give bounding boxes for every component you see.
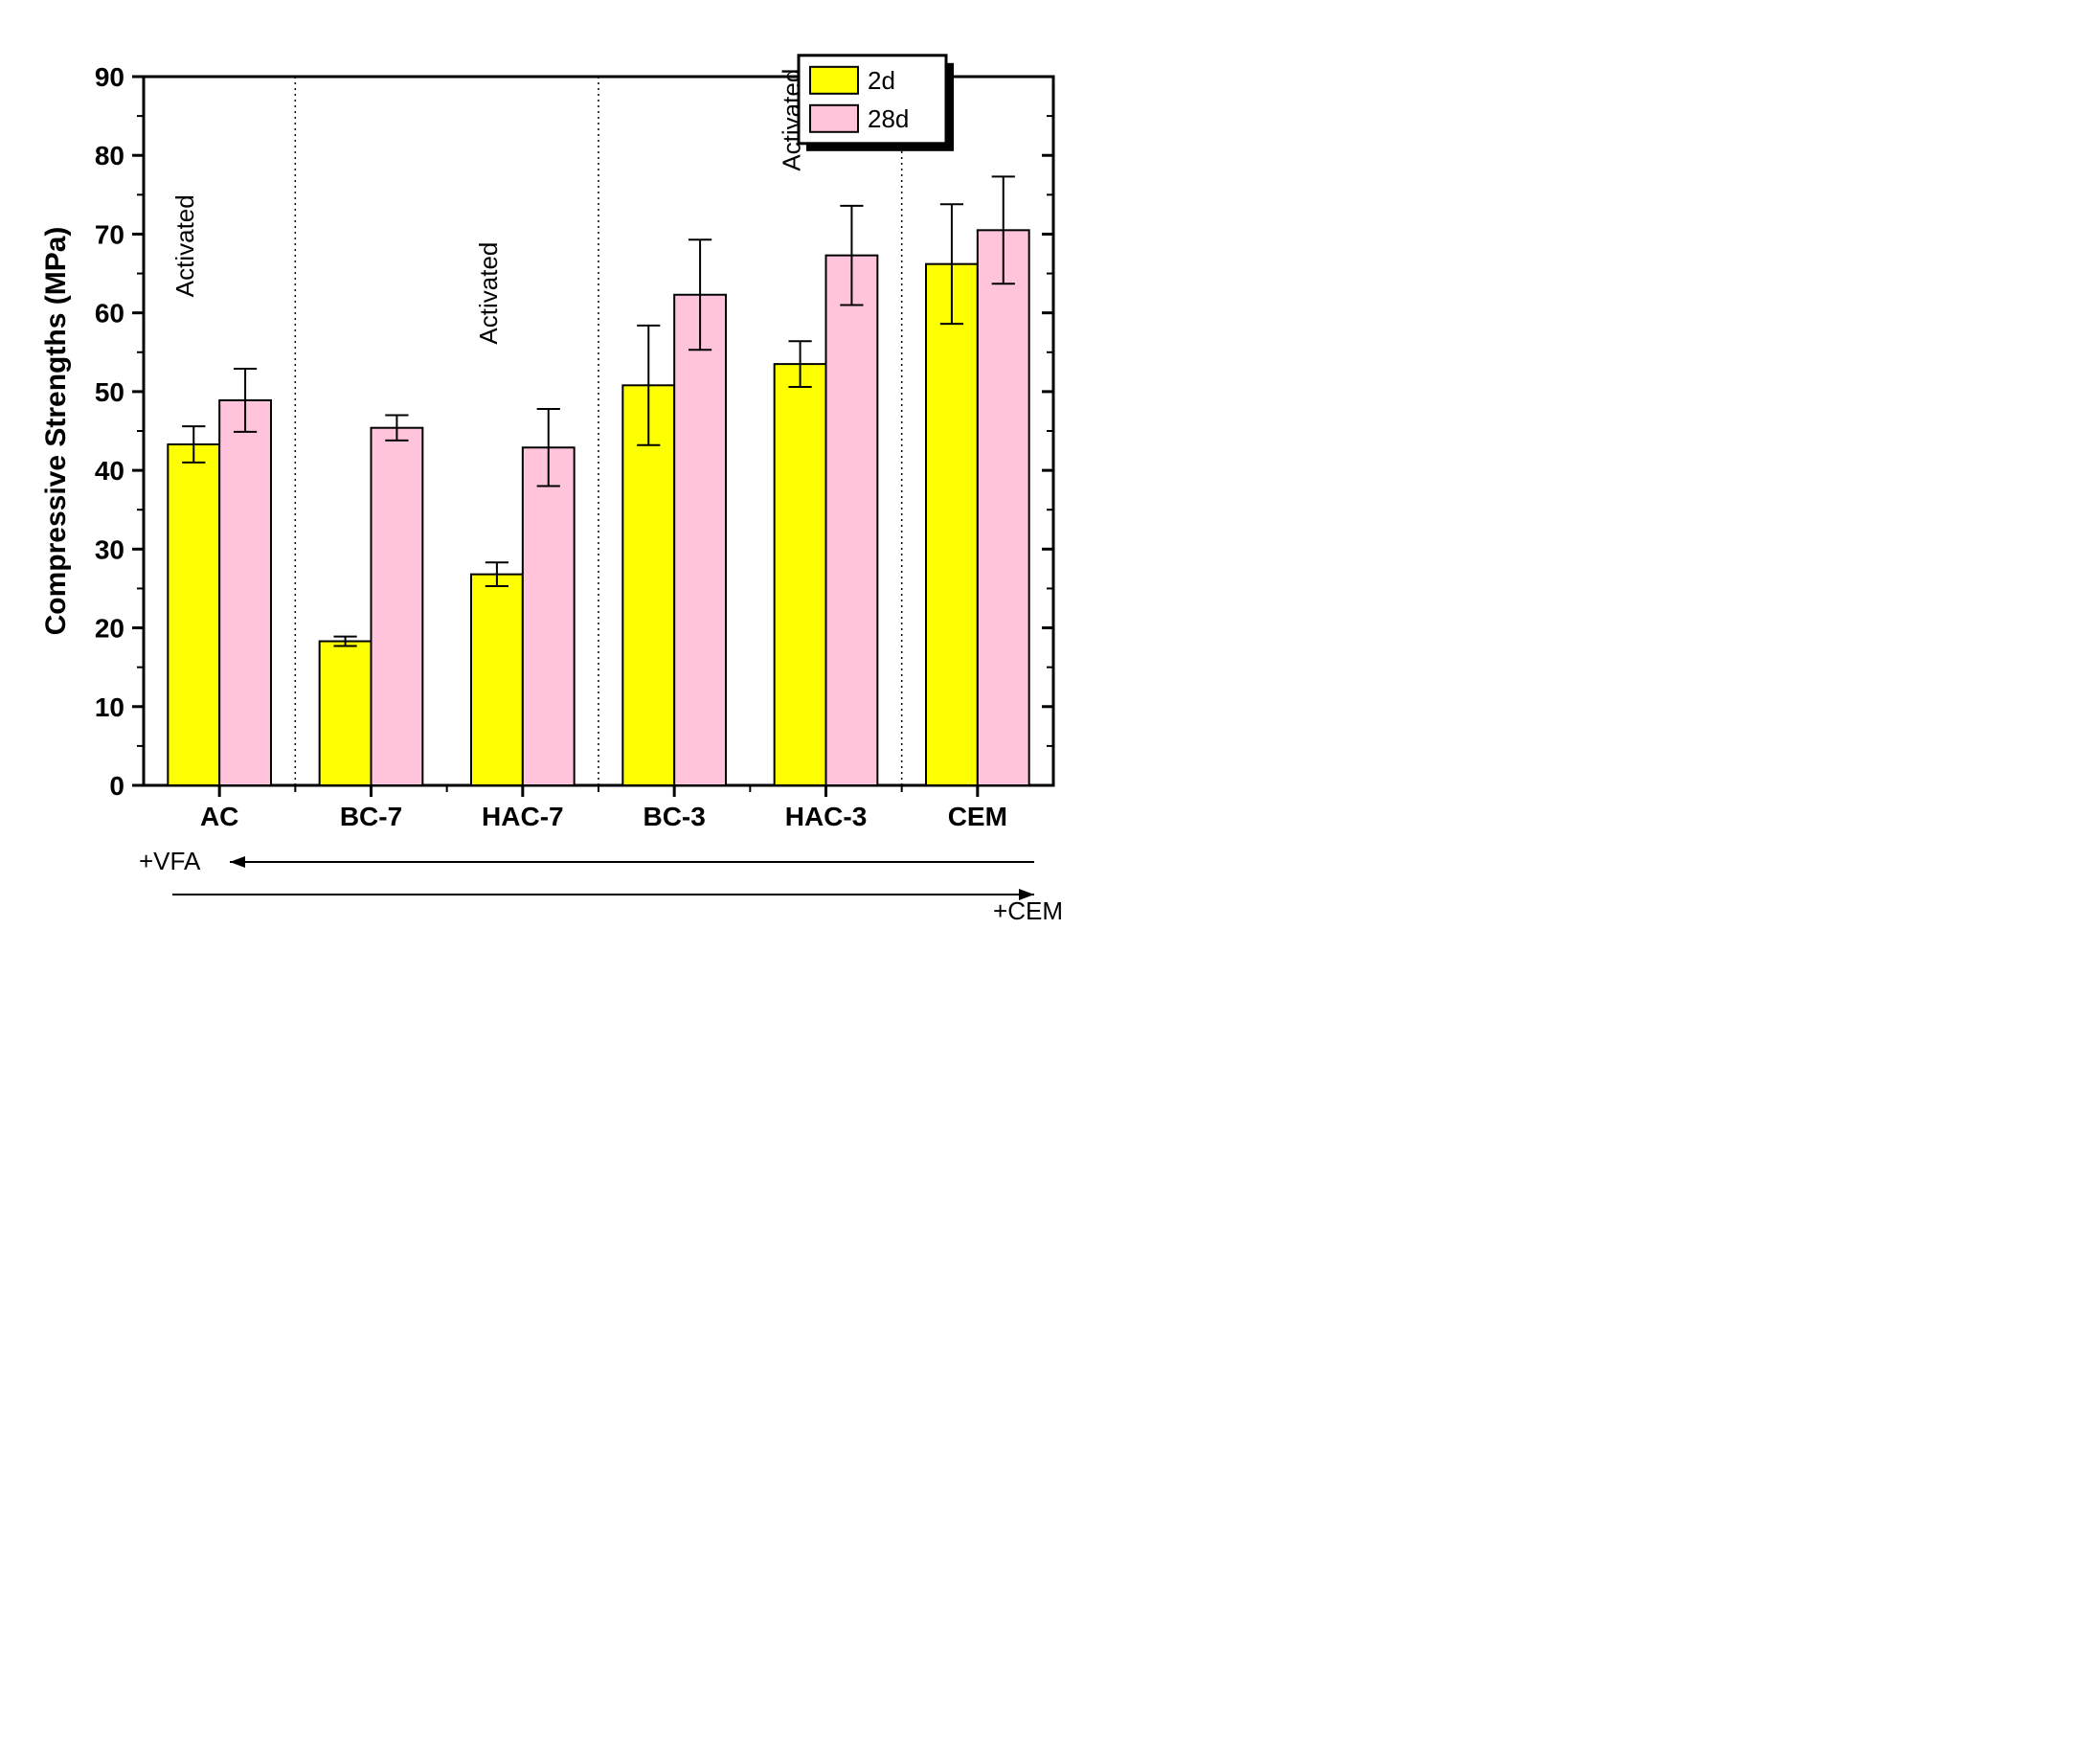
bar-28d: [978, 230, 1029, 785]
legend-swatch: [810, 67, 858, 94]
chart-container: 0 10 20 30 40 50 60 70 80 90 Compressive Strengths…: [38, 38, 1092, 948]
bar-28d: [674, 295, 726, 785]
ytick-label: 70: [95, 219, 124, 249]
bar-2d: [775, 364, 826, 785]
bar-28d: [826, 256, 878, 785]
y-axis-label: Compressive Strengths (MPa): [40, 227, 72, 636]
legend-label: 28d: [868, 104, 909, 133]
ytick-label: 40: [95, 456, 124, 486]
arrow-label-vfa: +VFA: [139, 847, 201, 875]
bar-2d: [471, 575, 523, 785]
x-category-label: CEM: [948, 802, 1007, 831]
x-category-label: HAC-3: [785, 802, 868, 831]
annotation-activated: Activated: [474, 242, 503, 345]
bar-28d: [372, 428, 423, 785]
arrow-label-cem: +CEM: [993, 896, 1063, 925]
ytick-label: 60: [95, 299, 124, 329]
bar-2d: [320, 642, 372, 785]
x-category-label: AC: [200, 802, 238, 831]
ytick-label: 30: [95, 534, 124, 564]
x-category-label: BC-3: [643, 802, 705, 831]
ytick-label: 20: [95, 614, 124, 644]
bar-28d: [219, 400, 271, 785]
x-category-label: BC-7: [340, 802, 402, 831]
legend-swatch: [810, 105, 858, 132]
bar-2d: [168, 444, 219, 785]
ytick-label: 50: [95, 377, 124, 407]
ytick-label: 90: [95, 62, 124, 92]
bar-chart: 0 10 20 30 40 50 60 70 80 90 Compressive Strengths…: [38, 38, 1092, 948]
annotation-activated: Activated: [170, 194, 199, 297]
x-category-label: HAC-7: [482, 802, 564, 831]
ytick-label: 80: [95, 141, 124, 170]
bar-28d: [523, 447, 575, 785]
ytick-label: 10: [95, 692, 124, 722]
legend-label: 2d: [868, 66, 895, 95]
bar-2d: [926, 264, 978, 785]
ytick-label: 0: [109, 771, 124, 801]
